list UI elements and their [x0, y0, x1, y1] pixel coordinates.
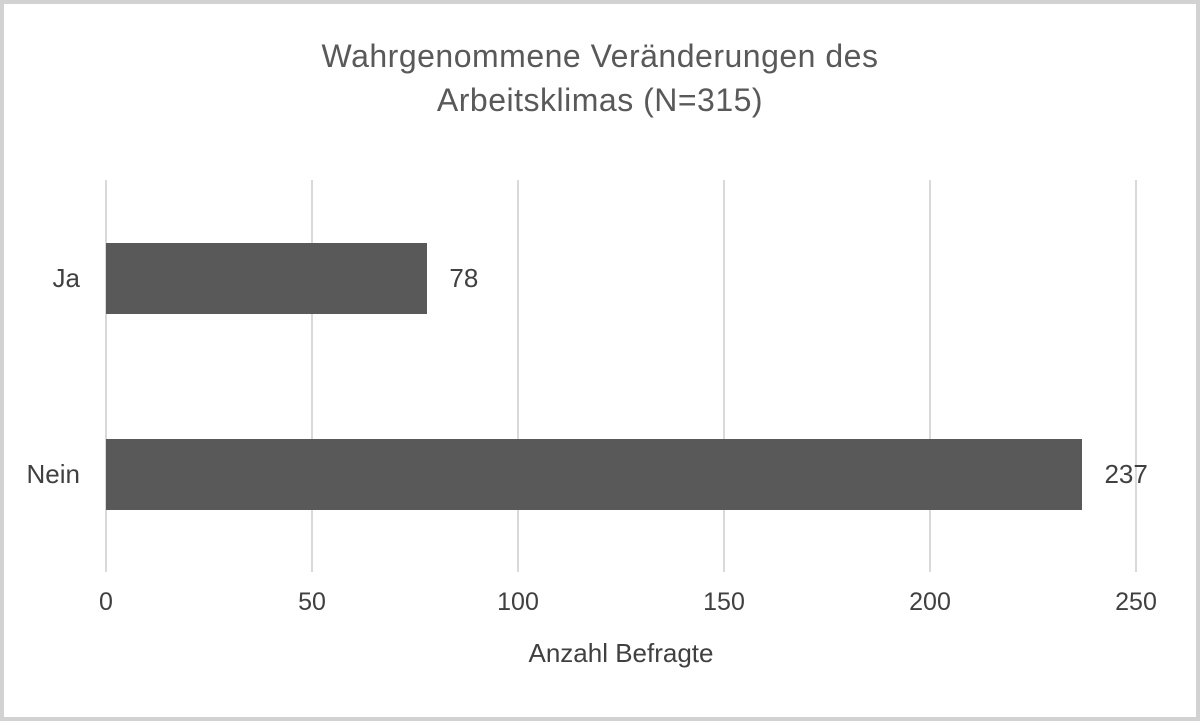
category-label-nein: Nein	[26, 458, 80, 489]
x-tick-label: 250	[1115, 588, 1157, 616]
x-tick-label: 50	[298, 588, 326, 616]
data-label-ja: 78	[449, 262, 479, 293]
x-tick-label: 200	[909, 588, 951, 616]
category-label-ja: Ja	[52, 262, 80, 293]
x-axis: 0 50 100 150 200 250	[99, 588, 1157, 620]
gridline	[517, 180, 519, 572]
gridline	[1135, 180, 1137, 572]
chart-title-line1: Wahrgenommene Veränderungen des	[321, 38, 879, 74]
data-label-nein: 237	[1104, 458, 1148, 489]
gridline	[929, 180, 931, 572]
x-axis-title: Anzahl Befragte	[528, 638, 714, 668]
x-tick-label: 100	[497, 588, 539, 616]
bar-ja	[106, 242, 428, 314]
gridline	[105, 180, 107, 572]
chart-title: Wahrgenommene Veränderungen des Arbeitsk…	[0, 34, 1200, 122]
chart-title-line2: Arbeitsklimas (N=315)	[436, 82, 764, 118]
x-tick-label: 0	[99, 588, 113, 616]
x-tick-label: 150	[703, 588, 745, 616]
bar-nein	[106, 438, 1083, 510]
gridline	[723, 180, 725, 572]
plot-area: Ja 78 Nein 237	[27, 180, 1148, 572]
gridline	[311, 180, 313, 572]
